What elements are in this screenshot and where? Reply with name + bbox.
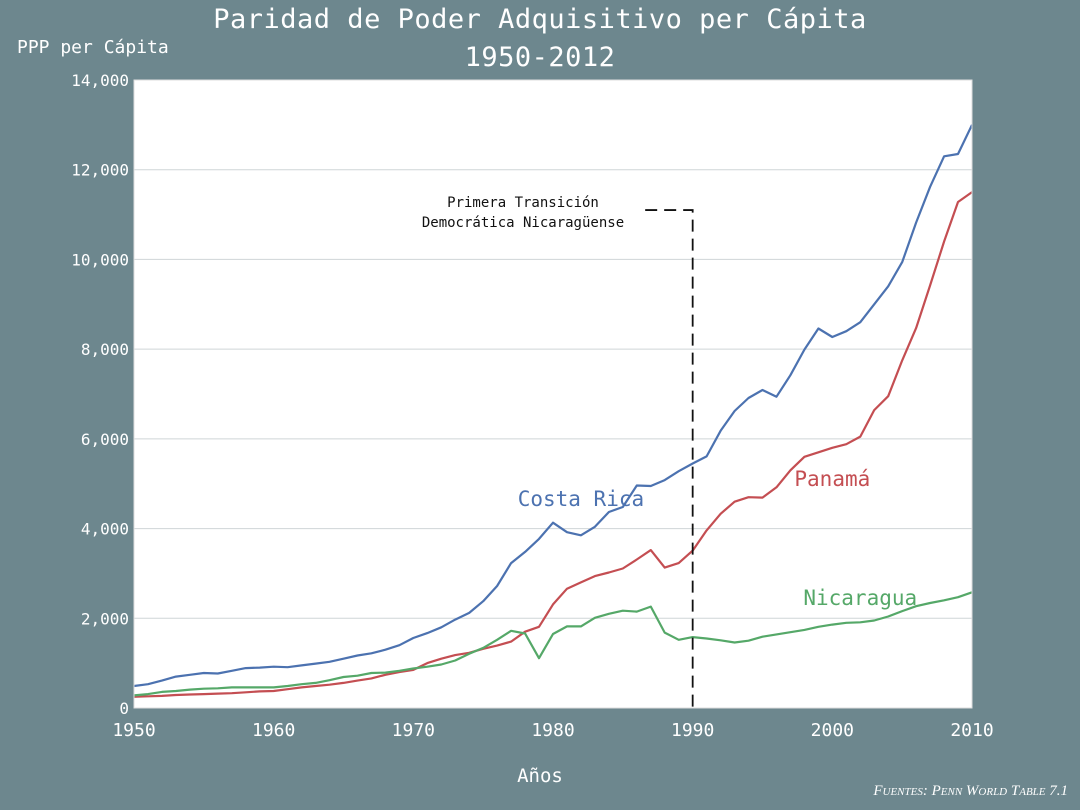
y-axis-label: PPP per Cápita	[17, 37, 169, 58]
annotation-text-line2: Democrática Nicaragüense	[422, 215, 624, 231]
series-label: Nicaragua	[803, 586, 917, 610]
y-tick-label: 8,000	[81, 340, 129, 359]
x-tick-label: 1980	[531, 720, 574, 741]
annotation-text-line1: Primera Transición	[447, 195, 599, 211]
y-tick-label: 10,000	[71, 250, 129, 269]
x-tick-label: 2010	[950, 720, 993, 741]
annotation-dashed-line	[645, 209, 694, 708]
y-tick-label: 12,000	[71, 161, 129, 180]
plot-area	[134, 80, 972, 708]
x-tick-label: 1950	[112, 720, 155, 741]
y-tick-label: 2,000	[81, 609, 129, 628]
series-label: Panamá	[794, 467, 870, 491]
series-line-costa-rica	[133, 124, 973, 688]
y-tick-label: 6,000	[81, 430, 129, 449]
chart-subtitle: 1950-2012	[464, 42, 616, 73]
x-tick-label: 1970	[392, 720, 435, 741]
series-label: Costa Rica	[518, 487, 644, 511]
x-tick-label: 2000	[811, 720, 854, 741]
y-tick-label: 14,000	[71, 71, 129, 90]
x-tick-label: 1990	[671, 720, 714, 741]
series-line-panamá	[133, 191, 973, 698]
y-tick-label: 0	[119, 699, 129, 718]
series-line-nicaragua	[133, 591, 973, 697]
chart-title: Paridad de Poder Adquisitivo per Cápita	[213, 4, 867, 35]
x-axis-label: Años	[517, 765, 563, 787]
source-credit: Fuentes: Penn World Table 7.1	[873, 783, 1068, 799]
plot-frame	[133, 79, 973, 709]
x-tick-label: 1960	[252, 720, 295, 741]
y-tick-label: 4,000	[81, 520, 129, 539]
